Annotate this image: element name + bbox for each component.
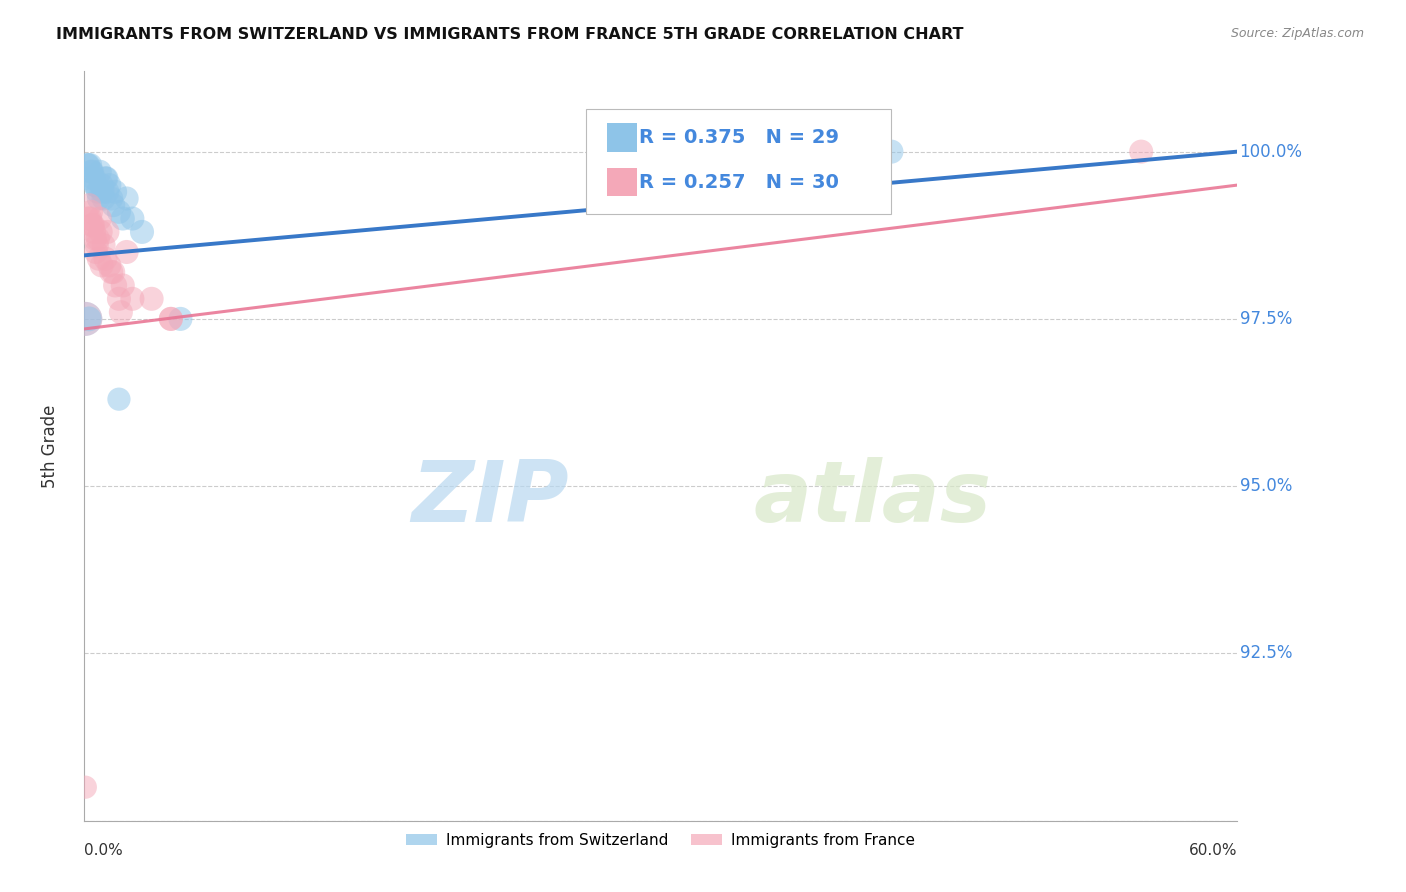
Text: 0.0%: 0.0% xyxy=(84,843,124,858)
Point xyxy=(83,225,105,239)
Point xyxy=(94,252,117,266)
Point xyxy=(93,192,115,206)
Point xyxy=(82,218,104,232)
Point xyxy=(77,211,100,226)
FancyBboxPatch shape xyxy=(606,123,637,152)
Point xyxy=(80,164,103,178)
Point xyxy=(103,265,124,279)
Point xyxy=(141,292,163,306)
Point xyxy=(131,225,153,239)
Point xyxy=(80,164,103,178)
Point xyxy=(90,178,112,193)
Point xyxy=(76,158,98,172)
Point xyxy=(160,311,183,326)
Point xyxy=(80,218,103,232)
Point xyxy=(87,192,110,206)
Point xyxy=(880,145,903,159)
Point xyxy=(77,158,100,172)
Point xyxy=(104,278,127,293)
Point xyxy=(111,211,134,226)
Point xyxy=(98,258,121,272)
Point xyxy=(79,158,101,172)
FancyBboxPatch shape xyxy=(606,168,637,196)
FancyBboxPatch shape xyxy=(586,109,891,214)
Point xyxy=(103,198,124,212)
Point xyxy=(121,211,143,226)
Point xyxy=(108,392,131,407)
Point xyxy=(100,192,122,206)
Point xyxy=(104,185,127,199)
Point xyxy=(1130,145,1153,159)
Text: IMMIGRANTS FROM SWITZERLAND VS IMMIGRANTS FROM FRANCE 5TH GRADE CORRELATION CHAR: IMMIGRANTS FROM SWITZERLAND VS IMMIGRANT… xyxy=(56,27,963,42)
Point xyxy=(77,198,100,212)
Text: ZIP: ZIP xyxy=(411,457,568,540)
Point xyxy=(90,258,112,272)
Point xyxy=(75,311,97,326)
Point xyxy=(115,244,138,259)
Point xyxy=(91,185,114,199)
Text: 92.5%: 92.5% xyxy=(1240,644,1292,663)
Point xyxy=(84,178,107,193)
Text: 5th Grade: 5th Grade xyxy=(41,404,59,488)
Text: 97.5%: 97.5% xyxy=(1240,310,1292,328)
Point xyxy=(98,178,121,193)
Legend: Immigrants from Switzerland, Immigrants from France: Immigrants from Switzerland, Immigrants … xyxy=(401,827,921,855)
Point xyxy=(90,225,112,239)
Point xyxy=(108,292,131,306)
Point xyxy=(89,164,111,178)
Text: 95.0%: 95.0% xyxy=(1240,477,1292,495)
Point xyxy=(96,185,118,199)
Text: R = 0.257   N = 30: R = 0.257 N = 30 xyxy=(640,173,839,192)
Point xyxy=(169,311,191,326)
Point xyxy=(160,311,183,326)
Text: Source: ZipAtlas.com: Source: ZipAtlas.com xyxy=(1230,27,1364,40)
Text: 60.0%: 60.0% xyxy=(1189,843,1237,858)
Point xyxy=(84,178,107,193)
Point xyxy=(77,171,100,186)
Point xyxy=(87,231,110,245)
Point xyxy=(75,311,97,326)
Point xyxy=(93,238,115,252)
Point xyxy=(87,252,110,266)
Point xyxy=(121,292,143,306)
Point xyxy=(83,171,105,186)
Point xyxy=(87,185,110,199)
Point xyxy=(94,171,117,186)
Text: atlas: atlas xyxy=(754,457,991,540)
Point xyxy=(110,305,132,319)
Point xyxy=(80,205,103,219)
Point xyxy=(79,211,101,226)
Point xyxy=(115,192,138,206)
Point xyxy=(100,265,122,279)
Point xyxy=(111,278,134,293)
Text: R = 0.375   N = 29: R = 0.375 N = 29 xyxy=(640,128,839,147)
Text: 100.0%: 100.0% xyxy=(1240,143,1302,161)
Point xyxy=(84,244,107,259)
Point xyxy=(77,311,100,326)
Point xyxy=(86,238,108,252)
Point xyxy=(96,171,118,186)
Point xyxy=(89,211,111,226)
Point xyxy=(84,231,107,245)
Point xyxy=(108,205,131,219)
Point xyxy=(96,225,118,239)
Point xyxy=(75,780,97,794)
